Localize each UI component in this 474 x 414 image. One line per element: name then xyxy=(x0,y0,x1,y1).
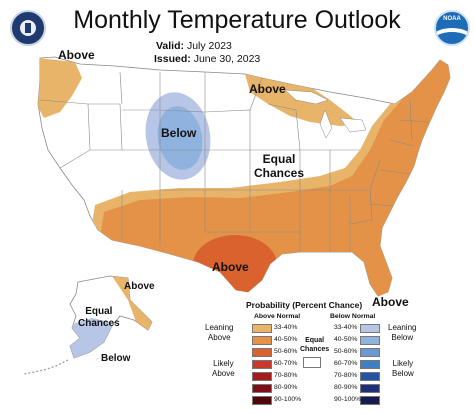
legend-leaning-below-line1: Leaning xyxy=(388,323,417,332)
noaa-logo-text: NOAA xyxy=(443,16,461,22)
legend-above-label: 70-80% xyxy=(274,371,298,379)
legend-leaning-above: Leaning Above xyxy=(205,323,233,343)
legend-above-swatch xyxy=(252,384,272,393)
legend-below-label: 70-80% xyxy=(334,371,358,379)
legend-leaning-above-line2: Above xyxy=(207,333,231,342)
legend-below-label: 60-70% xyxy=(334,359,358,367)
legend-below-swatch xyxy=(360,324,380,333)
alaska-above-region xyxy=(112,276,152,334)
legend-above-label: 40-50% xyxy=(274,335,298,343)
legend-likely-above-line1: Likely xyxy=(213,359,234,368)
legend-below-swatch xyxy=(360,396,380,405)
valid-line: Valid: July 2023 xyxy=(156,40,232,52)
legend-leaning-above-line1: Leaning xyxy=(205,323,234,332)
commerce-seal-icon xyxy=(10,10,46,46)
legend-leaning-below: Leaning Below xyxy=(388,323,416,343)
label-above-south: Above xyxy=(212,260,249,274)
legend-below-swatch xyxy=(360,384,380,393)
legend-below-label: 40-50% xyxy=(334,335,358,343)
legend-below-label: 90-100% xyxy=(334,395,362,403)
legend-above-label: 60-70% xyxy=(274,359,298,367)
label-alaska-equal-line1: Equal xyxy=(85,306,113,317)
legend-below-label: 33-40% xyxy=(334,323,358,331)
label-above-florida: Above xyxy=(372,295,409,309)
great-lakes xyxy=(284,89,367,139)
valid-value: July 2023 xyxy=(186,40,232,52)
legend-likely-below: Likely Below xyxy=(392,359,414,379)
legend-below-swatch xyxy=(360,360,380,369)
legend-below-swatch xyxy=(360,348,380,357)
label-equal-chances: Equal Chances xyxy=(254,152,304,180)
legend-above-swatch xyxy=(252,324,272,333)
legend-above-swatch xyxy=(252,336,272,345)
legend-below-header: Below Normal xyxy=(330,313,376,320)
label-above-great-lakes: Above xyxy=(249,82,286,96)
legend-above-label: 33-40% xyxy=(274,323,298,331)
label-equal-chances-line1: Equal xyxy=(262,152,296,166)
label-below-plains: Below xyxy=(161,126,197,140)
below-region-inner xyxy=(157,106,203,170)
page-title: Monthly Temperature Outlook xyxy=(73,6,401,34)
legend-above-label: 80-90% xyxy=(274,383,298,391)
state-boundaries xyxy=(39,71,429,252)
issued-label: Issued: xyxy=(154,53,191,65)
legend-above-swatch xyxy=(252,360,272,369)
legend-likely-above: Likely Above xyxy=(212,359,235,379)
noaa-logo-icon: NOAA xyxy=(434,10,470,46)
legend-likely-below-line2: Below xyxy=(392,369,414,378)
legend-above-label: 90-100% xyxy=(274,395,302,403)
legend-above-label: 50-60% xyxy=(274,347,298,355)
label-above-northwest: Above xyxy=(58,48,95,62)
above-40-50-region xyxy=(90,60,450,296)
legend-below-swatch xyxy=(360,372,380,381)
legend-above-swatch xyxy=(252,372,272,381)
legend-title: Probability (Percent Chance) xyxy=(246,300,363,310)
legend-leaning-below-line2: Below xyxy=(391,333,414,342)
legend-equal-line2: Chances xyxy=(300,346,330,353)
legend-likely-below-line1: Likely xyxy=(392,359,414,368)
label-alaska-above: Above xyxy=(124,281,155,292)
issued-value: June 30, 2023 xyxy=(193,53,261,65)
aleutian-chain xyxy=(23,359,69,375)
legend-above-swatch xyxy=(252,396,272,405)
legend-above-swatch xyxy=(252,348,272,357)
above-nw-region xyxy=(38,58,82,118)
legend-below-label: 80-90% xyxy=(334,383,358,391)
valid-label: Valid: xyxy=(156,40,185,52)
legend-below-swatch xyxy=(360,336,380,345)
legend-equal-line1: Equal xyxy=(305,337,325,344)
legend-above-header: Above Normal xyxy=(254,313,301,320)
label-alaska-below: Below xyxy=(101,353,131,364)
label-alaska-equal-chances: Equal Chances xyxy=(78,306,120,330)
label-equal-chances-line2: Chances xyxy=(254,166,305,180)
legend-equal-chances-swatch xyxy=(303,357,321,368)
issued-line: Issued: June 30, 2023 xyxy=(154,53,260,65)
legend-below-label: 50-60% xyxy=(334,347,358,355)
legend-equal-chances: Equal Chances xyxy=(300,336,329,354)
legend-likely-above-line2: Above xyxy=(212,369,235,378)
label-alaska-equal-line2: Chances xyxy=(78,318,120,329)
